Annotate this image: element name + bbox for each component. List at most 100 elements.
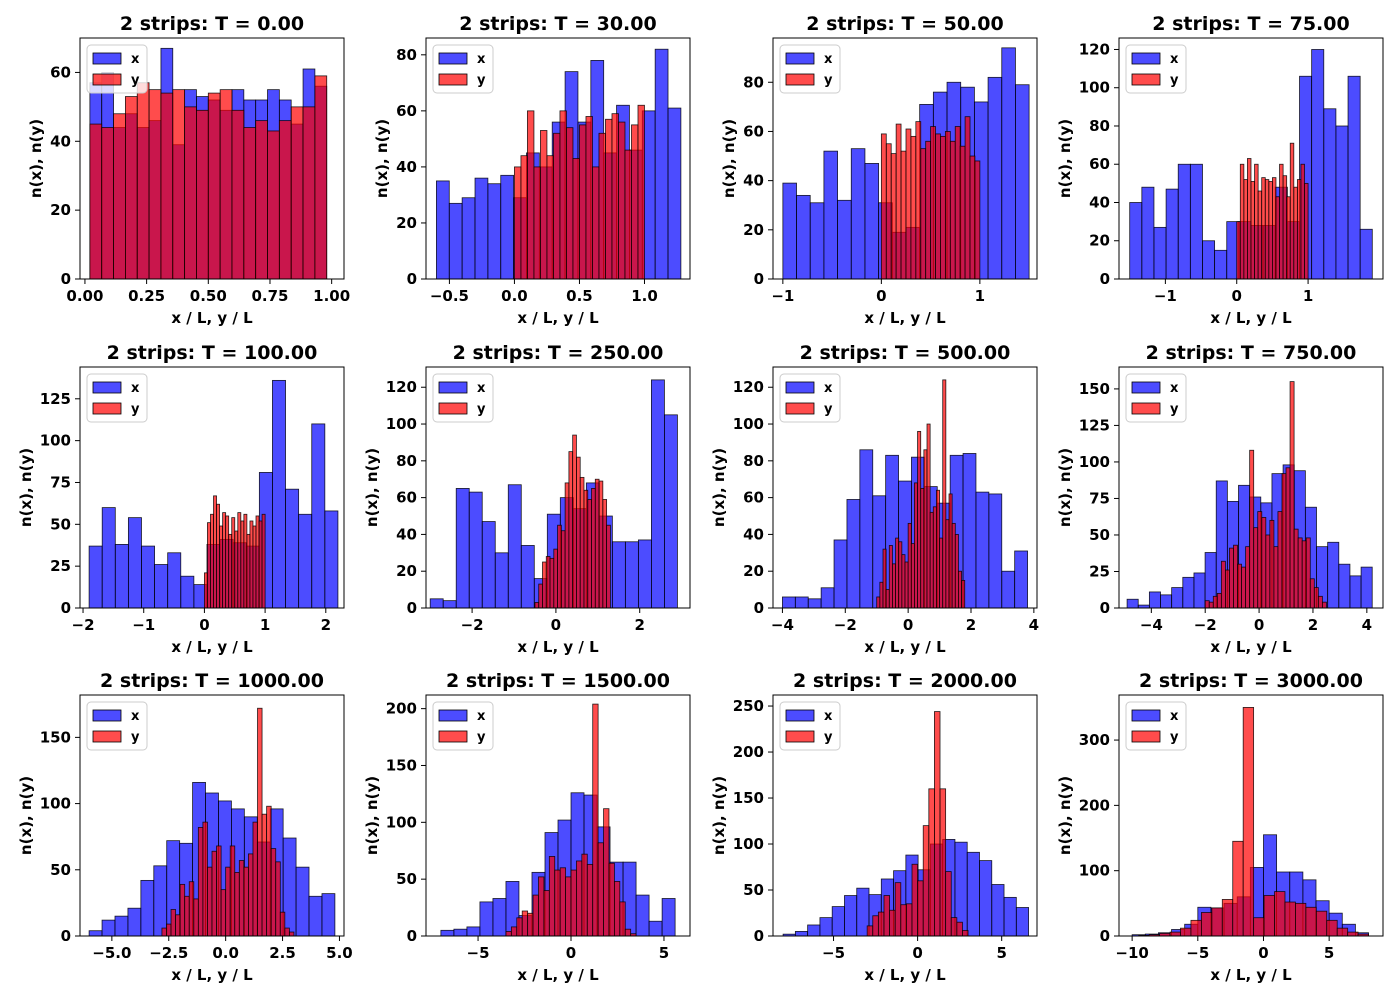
y-axis-label: n(x), n(y) — [363, 776, 381, 855]
bar-x — [1347, 75, 1361, 279]
y-tick-label: 0 — [754, 927, 764, 945]
bar-x — [1001, 570, 1016, 608]
bar-y — [225, 866, 231, 936]
bar-y — [603, 808, 610, 936]
bar-y — [534, 602, 540, 608]
bar-y — [1204, 600, 1210, 608]
bar-y — [160, 92, 174, 279]
x-tick-label: 1 — [1303, 287, 1313, 305]
bar-x — [507, 484, 522, 608]
bar-y — [542, 561, 547, 608]
x-tick-label: 0.0 — [212, 944, 239, 962]
y-tick-label: 25 — [50, 557, 71, 575]
bar-x — [500, 174, 515, 279]
legend-swatch-x — [1131, 52, 1161, 65]
y-tick-label: 150 — [1079, 380, 1110, 398]
bar-y — [1200, 912, 1213, 936]
y-tick-label: 80 — [1089, 117, 1110, 135]
bar-y — [540, 130, 548, 279]
bar-x — [474, 177, 489, 279]
x-tick-label: 5 — [996, 944, 1006, 962]
y-tick-label: 200 — [733, 743, 764, 761]
bar-y — [1273, 546, 1279, 608]
bar-x — [295, 866, 310, 936]
y-tick-label: 0 — [61, 599, 71, 617]
bar-y — [252, 525, 257, 608]
y-tick-label: 60 — [743, 122, 764, 140]
y-tick-label: 80 — [743, 73, 764, 91]
y-tick-label: 60 — [743, 489, 764, 507]
bar-y — [592, 703, 599, 936]
bar-x — [1189, 163, 1203, 279]
legend-swatch-x — [92, 709, 122, 722]
bar-y — [922, 825, 930, 936]
bar-y — [936, 489, 940, 608]
bar-x — [846, 499, 861, 608]
bars — [88, 379, 339, 608]
axes-frame — [1118, 694, 1384, 937]
bar-y — [179, 883, 186, 936]
bar-x — [321, 893, 336, 936]
bar-y — [929, 511, 934, 608]
bar-y — [948, 493, 953, 608]
y-tick-label: 100 — [1079, 862, 1110, 880]
bars — [429, 379, 678, 608]
bar-y — [888, 545, 893, 608]
bar-y — [267, 130, 280, 279]
y-tick-label: 120 — [1079, 40, 1110, 58]
bar-y — [1286, 196, 1291, 279]
bar-y — [1295, 902, 1307, 936]
bar-x — [635, 894, 650, 936]
bar-y — [549, 557, 555, 608]
bar-y — [565, 876, 572, 936]
bar-y — [923, 449, 928, 608]
bar-x — [1001, 47, 1016, 279]
legend-swatch-x — [785, 381, 815, 394]
bar-x — [167, 552, 182, 608]
y-tick-label: 40 — [396, 158, 417, 176]
bar-x — [859, 449, 874, 608]
legend-label-y: y — [1170, 402, 1179, 417]
x-tick-label: 0.50 — [190, 287, 227, 305]
x-tick-label: −5 — [467, 944, 490, 962]
x-axis-label: x / L, y / L — [171, 309, 253, 327]
bar-x — [153, 865, 168, 936]
bar-x — [844, 895, 858, 936]
y-tick-label: 40 — [743, 172, 764, 190]
bar-y — [932, 506, 937, 608]
bar-y — [566, 127, 574, 279]
bar-y — [533, 166, 541, 279]
bars — [89, 47, 328, 279]
subplot-title: 2 strips: T = 75.00 — [1152, 13, 1349, 35]
bar-x — [987, 76, 1003, 279]
bar-y — [202, 821, 208, 936]
legend-swatch-y — [1131, 73, 1161, 86]
x-tick-label: 2 — [966, 616, 976, 634]
bar-y — [900, 904, 907, 936]
bar-x — [1182, 576, 1195, 608]
bar-x — [1153, 226, 1167, 279]
x-tick-label: −2.5 — [149, 944, 188, 962]
bar-x — [492, 898, 507, 936]
bar-y — [889, 909, 896, 936]
bar-x — [637, 539, 652, 608]
bar-y — [207, 866, 213, 936]
bar-y — [1242, 707, 1255, 936]
bar-y — [866, 925, 874, 936]
x-tick-label: 0.75 — [251, 287, 288, 305]
x-tick-label: 2 — [321, 616, 331, 634]
bar-y — [89, 123, 103, 279]
bar-y — [1237, 563, 1242, 608]
y-axis-label: n(x), n(y) — [363, 448, 381, 527]
bar-x — [461, 197, 476, 279]
x-tick-label: 2 — [1308, 616, 1318, 634]
x-tick-label: 2.5 — [269, 944, 296, 962]
bars — [1131, 707, 1369, 936]
bar-y — [910, 135, 917, 279]
y-axis-label: n(x), n(y) — [1056, 448, 1074, 527]
bar-y — [570, 869, 577, 936]
bar-x — [988, 493, 1003, 608]
bar-y — [1281, 473, 1287, 608]
y-tick-label: 60 — [50, 63, 71, 81]
bar-x — [127, 517, 142, 608]
